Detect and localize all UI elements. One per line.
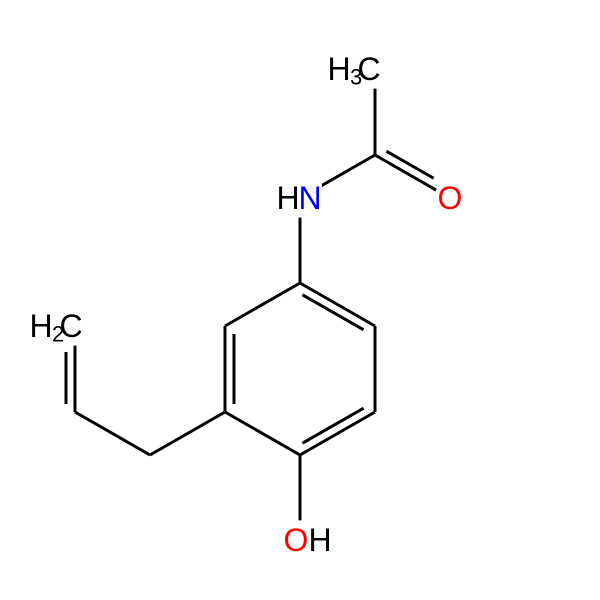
bond — [300, 412, 375, 455]
atom-label-CH3: C — [357, 51, 380, 87]
atom-label-OH: O — [284, 522, 309, 558]
bond — [375, 155, 436, 190]
bond — [302, 408, 363, 443]
atom-label-CH2: C — [59, 308, 82, 344]
atom-label-CH2: H — [29, 308, 52, 344]
chemical-structure-diagram: H3COHNOHH2C — [0, 0, 600, 600]
bond — [300, 283, 375, 326]
atom-label-O: O — [438, 180, 463, 216]
bond — [317, 155, 375, 188]
bond — [302, 295, 363, 330]
atom-label-OH: H — [308, 522, 331, 558]
bond — [225, 412, 300, 455]
bond — [75, 412, 150, 455]
atom-label-N: N — [298, 180, 321, 216]
bond — [150, 412, 225, 455]
atom-label-N: H — [276, 180, 299, 216]
bond — [225, 283, 300, 326]
atom-label-CH3: H — [327, 51, 350, 87]
